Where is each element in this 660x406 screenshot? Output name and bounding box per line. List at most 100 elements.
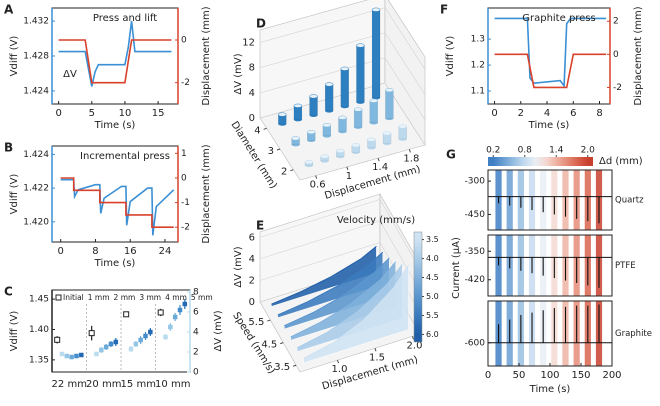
surface-edge — [277, 251, 384, 316]
tick-label: 0 — [613, 50, 619, 60]
y2-axis-label: Displacement (mm) — [201, 144, 212, 243]
tick-mark — [292, 364, 297, 367]
x-axis-label: Time (s) — [529, 384, 571, 395]
x-tick-label: 2.0 — [407, 340, 423, 351]
z-axis-label: ΔV (mV) — [233, 246, 244, 287]
marker — [168, 324, 173, 330]
tick-label: -2 — [181, 78, 190, 88]
surface-edge — [303, 264, 410, 359]
colorbar-tick-label: 3.5 — [426, 235, 439, 244]
tick-label: 10 — [119, 108, 132, 119]
tick-label: 15 — [152, 108, 165, 119]
tick-label: 1.424 — [23, 86, 49, 96]
bar — [385, 89, 394, 119]
marker — [133, 341, 139, 347]
tick-label: 6 — [570, 108, 576, 119]
x-axis-label: Time (s) — [94, 120, 136, 131]
legend-label: 1 mm — [88, 293, 110, 302]
plot-frame-top — [487, 169, 613, 231]
x-tick-label: 1.5 — [369, 352, 385, 363]
y-tick-label: 3 — [268, 146, 274, 157]
tick-label: 1.422 — [23, 184, 49, 194]
marker — [113, 339, 119, 345]
tick-label: 4 — [544, 108, 550, 119]
tick-label: -420 — [465, 275, 486, 285]
tick-label: 1.3 — [471, 35, 485, 45]
marker — [103, 344, 109, 350]
marker — [94, 351, 99, 357]
bar — [353, 109, 363, 128]
panel-name: PTFE — [615, 261, 636, 271]
tick-label: 1.420 — [23, 217, 49, 227]
tick-label: 8 — [596, 108, 602, 119]
bar-top — [324, 82, 334, 87]
plot-frame-top — [487, 234, 613, 297]
bar-top — [382, 131, 392, 136]
tick-mark — [408, 149, 411, 153]
tick-label: 0 — [58, 246, 64, 257]
tick-label: 24 — [159, 246, 172, 257]
data-line — [60, 178, 175, 236]
tick-label: 2 — [518, 108, 524, 119]
y-axis-label: Vdiff (V) — [445, 36, 456, 77]
colorbar-tick-label: 0.2 — [486, 146, 500, 156]
grid-line — [259, 199, 421, 270]
bar-top — [340, 66, 350, 71]
data-line — [60, 177, 174, 228]
legend-label: 5 mm — [191, 293, 213, 302]
marker — [108, 341, 114, 347]
panel-name: Graphite — [615, 329, 652, 339]
panel-label: G — [446, 148, 456, 162]
bar-top — [307, 130, 316, 135]
x-tick-label: 0.6 — [310, 180, 326, 191]
marker — [143, 333, 148, 339]
tick-label: 0 — [181, 174, 187, 184]
bar-top — [353, 107, 363, 112]
tick-label: 0 — [181, 36, 187, 46]
marker — [123, 311, 130, 318]
y-tick-label: 5.5 — [248, 317, 264, 328]
marker — [74, 353, 79, 359]
bar-top — [293, 103, 303, 108]
panel-label: A — [4, 3, 14, 17]
tick-mark — [337, 359, 339, 364]
bar-top — [385, 88, 394, 93]
bar-top — [322, 123, 332, 128]
x-tick-label: 1.8 — [403, 153, 419, 164]
colorbar-label: Velocity (mm/s) — [337, 215, 415, 226]
y2-axis-label: Displacement (mm) — [201, 6, 212, 105]
x-tick-label: 1 — [346, 171, 352, 182]
legend-marker — [55, 294, 62, 301]
plot-frame — [51, 289, 191, 373]
z-tick-label: 8 — [249, 63, 255, 74]
x-axis-label: Time (s) — [94, 258, 136, 269]
marker — [79, 352, 84, 358]
colorbar — [413, 231, 423, 343]
x-tick-label: 10 mm — [155, 379, 190, 390]
bar — [340, 68, 349, 107]
tick-label: 1.45 — [29, 295, 49, 305]
bar-top — [291, 136, 300, 141]
y2-axis-label: ΔV (mV) — [213, 310, 224, 351]
marker — [54, 336, 61, 343]
y-tick-label: 4 — [254, 125, 260, 136]
bar-top — [304, 160, 314, 165]
legend-label: Initial — [63, 293, 84, 302]
marker — [157, 309, 164, 316]
bar-top — [356, 43, 365, 48]
marker — [59, 351, 65, 357]
y-tick-label: 2 — [281, 167, 287, 178]
tick-label: 1.1 — [471, 87, 485, 97]
grid-line — [259, 32, 426, 95]
plot-frame — [51, 7, 179, 105]
x-tick-label: 22 mm — [52, 379, 87, 390]
bar — [356, 45, 365, 103]
y2-axis-label: Displacement (mm) — [633, 6, 644, 105]
tick-mark — [315, 175, 318, 179]
colorbar — [488, 157, 593, 166]
colorbar-tick-label: 4.5 — [426, 273, 439, 282]
bar — [324, 84, 334, 112]
tick-label: 150 — [571, 370, 590, 381]
panel-label: C — [4, 285, 13, 299]
